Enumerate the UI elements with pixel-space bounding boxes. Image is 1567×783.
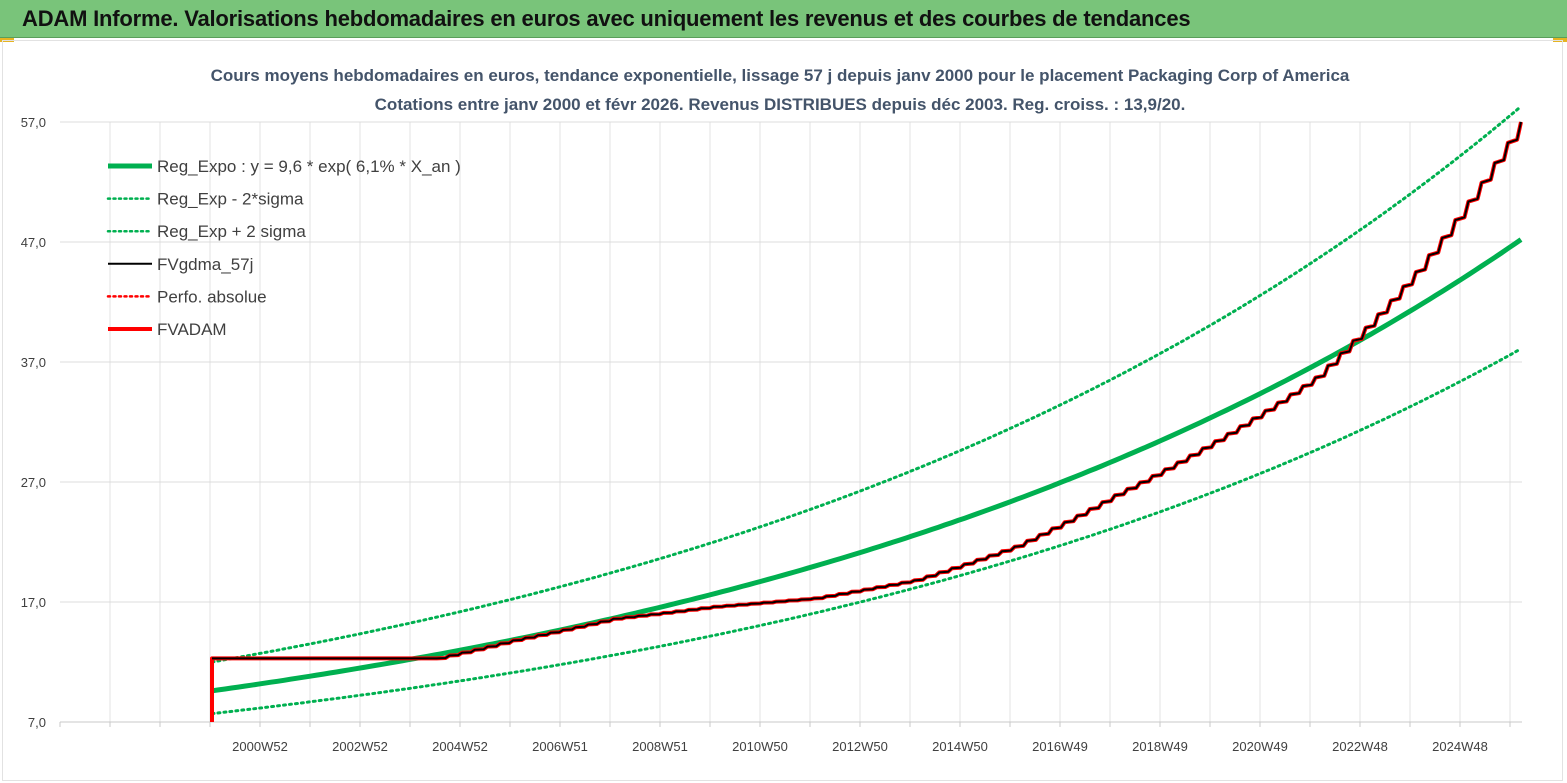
x-tick-label: 2000W52: [232, 739, 288, 754]
x-tick-label: 2008W51: [632, 739, 688, 754]
x-tick-label: 2004W52: [432, 739, 488, 754]
x-tick-label: 2020W49: [1232, 739, 1288, 754]
chart-legend: Reg_Expo : y = 9,6 * exp( 6,1% * X_an ) R…: [106, 157, 461, 339]
chart-title-line-1: Cours moyens hebdomadaires en euros, ten…: [211, 66, 1350, 85]
y-axis: 7,0 17,0 27,0 37,0 47,0 57,0: [21, 115, 46, 730]
legend-label: Perfo. absolue: [157, 287, 267, 306]
chart-title: Cours moyens hebdomadaires en euros, ten…: [211, 66, 1350, 114]
series-line-reg-exp-2-sigma: [210, 347, 1523, 716]
x-tick-label: 2010W50: [732, 739, 788, 754]
y-tick-label: 7,0: [28, 715, 46, 730]
x-tick-label: 2024W48: [1432, 739, 1488, 754]
y-tick-label: 27,0: [21, 475, 46, 490]
series-line-fvgdma-57j: [212, 121, 1522, 660]
y-tick-label: 47,0: [21, 235, 46, 250]
y-tick-label: 57,0: [21, 115, 46, 130]
y-tick-label: 37,0: [21, 355, 46, 370]
series-line-reg-exp-2-sigma: [210, 104, 1523, 664]
x-tick-label: 2018W49: [1132, 739, 1188, 754]
x-tick-label: 2012W50: [832, 739, 888, 754]
chart-title-line-2: Cotations entre janv 2000 et févr 2026. …: [375, 95, 1186, 114]
report-title: ADAM Informe. Valorisations hebdomadaire…: [22, 6, 1191, 31]
chart-series: [210, 104, 1523, 722]
y-tick-label: 17,0: [21, 595, 46, 610]
x-axis: 2000W52 2002W52 2004W52 2006W51 2008W51 2010W…: [232, 739, 1488, 754]
x-tick-label: 2016W49: [1032, 739, 1088, 754]
x-tick-label: 2014W50: [932, 739, 988, 754]
legend-label: Reg_Exp + 2 sigma: [157, 222, 306, 241]
x-tick-label: 2006W51: [532, 739, 588, 754]
series-line-reg-expo-y-9-6-exp-6-1-x-an: [211, 237, 1523, 694]
x-tick-label: 2002W52: [332, 739, 388, 754]
legend-label: Reg_Expo : y = 9,6 * exp( 6,1% * X_an ): [157, 157, 461, 176]
legend-label: Reg_Exp - 2*sigma: [157, 190, 304, 209]
legend-label: FVADAM: [157, 320, 227, 339]
series-line-fvadam: [210, 121, 1523, 722]
chart-frame: [2, 40, 1563, 781]
x-tick-label: 2022W48: [1332, 739, 1388, 754]
chart-grid: [59, 121, 1522, 727]
legend-label: FVgdma_57j: [157, 255, 253, 274]
report-banner: ADAM Informe. Valorisations hebdomadaire…: [0, 0, 1567, 38]
